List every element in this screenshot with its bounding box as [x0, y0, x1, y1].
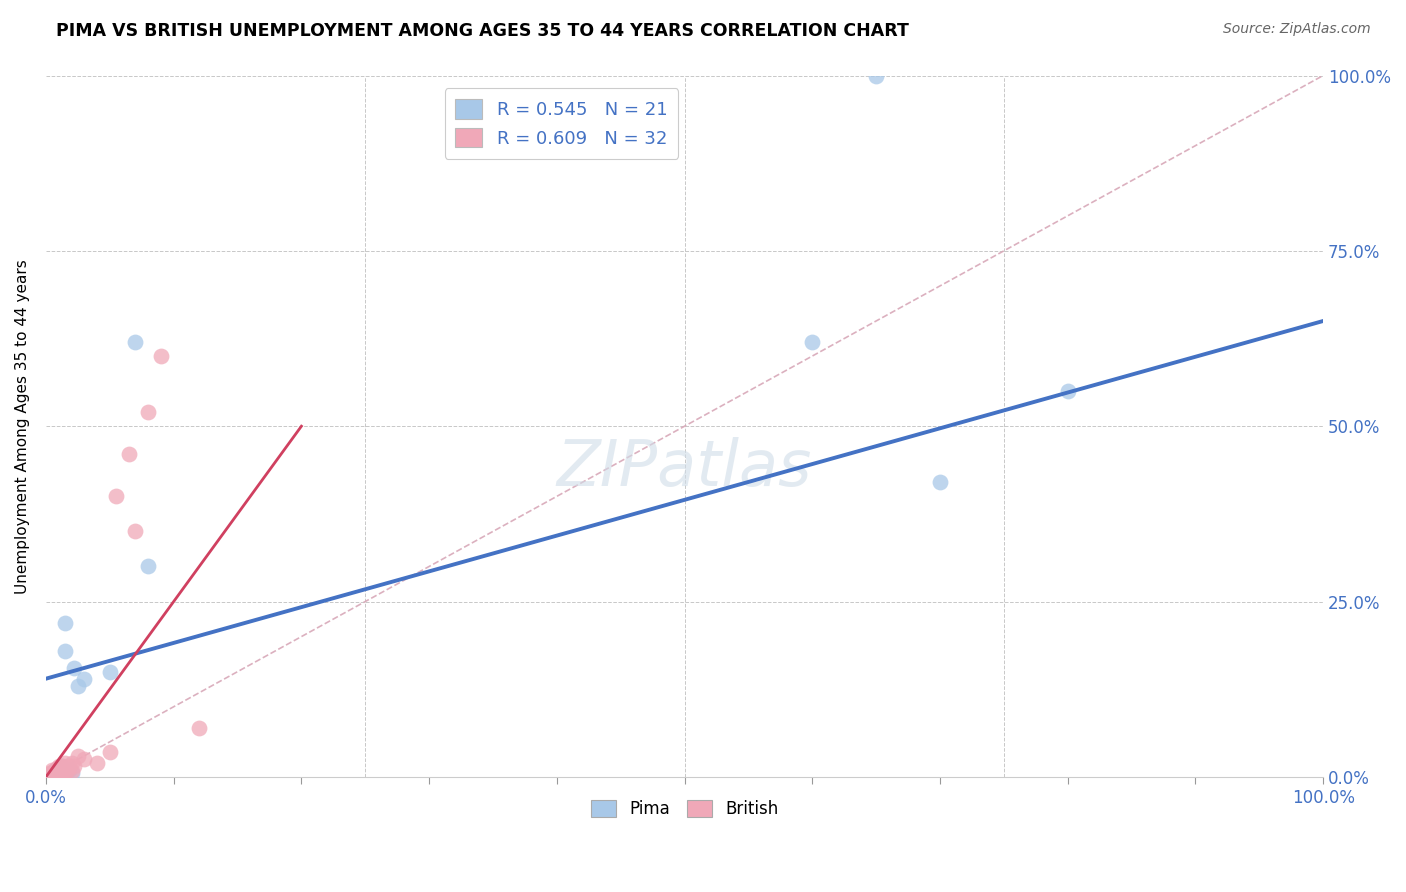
- Point: [45, 763, 67, 777]
- Point: [149, 349, 172, 363]
- Point: [105, 489, 128, 503]
- Point: [118, 447, 141, 461]
- Point: [53, 756, 76, 770]
- Point: [51, 759, 73, 773]
- Point: [58, 759, 80, 773]
- Point: [45, 766, 67, 780]
- Point: [66, 748, 89, 763]
- Point: [136, 559, 159, 574]
- Text: Source: ZipAtlas.com: Source: ZipAtlas.com: [1223, 22, 1371, 37]
- Point: [48, 761, 70, 775]
- Point: [48, 766, 70, 780]
- Point: [801, 334, 824, 349]
- Point: [60, 766, 83, 780]
- Point: [48, 759, 70, 773]
- Point: [52, 764, 75, 779]
- Point: [63, 759, 86, 773]
- Point: [52, 763, 75, 777]
- Point: [865, 69, 887, 83]
- Point: [60, 756, 83, 770]
- Point: [44, 764, 66, 779]
- Point: [98, 665, 121, 679]
- Point: [41, 764, 63, 779]
- Point: [52, 759, 75, 773]
- Point: [124, 524, 146, 539]
- Point: [188, 721, 211, 735]
- Point: [51, 766, 73, 780]
- Y-axis label: Unemployment Among Ages 35 to 44 years: Unemployment Among Ages 35 to 44 years: [15, 259, 30, 593]
- Point: [86, 756, 108, 770]
- Point: [48, 764, 70, 779]
- Point: [44, 763, 66, 777]
- Point: [60, 764, 83, 779]
- Text: ZIPatlas: ZIPatlas: [557, 437, 813, 500]
- Point: [73, 752, 96, 766]
- Point: [53, 643, 76, 657]
- Text: PIMA VS BRITISH UNEMPLOYMENT AMONG AGES 35 TO 44 YEARS CORRELATION CHART: PIMA VS BRITISH UNEMPLOYMENT AMONG AGES …: [56, 22, 910, 40]
- Point: [41, 763, 63, 777]
- Point: [66, 679, 89, 693]
- Point: [44, 766, 66, 780]
- Point: [53, 615, 76, 630]
- Point: [41, 766, 63, 780]
- Point: [51, 759, 73, 773]
- Point: [929, 475, 952, 490]
- Point: [1056, 384, 1078, 398]
- Point: [46, 761, 69, 775]
- Point: [73, 672, 96, 686]
- Point: [53, 766, 76, 780]
- Legend: Pima, British: Pima, British: [585, 793, 785, 824]
- Point: [56, 763, 79, 777]
- Point: [48, 766, 70, 780]
- Point: [38, 766, 60, 780]
- Point: [136, 405, 159, 419]
- Point: [58, 763, 80, 777]
- Point: [63, 661, 86, 675]
- Point: [45, 764, 67, 779]
- Point: [98, 745, 121, 759]
- Point: [124, 334, 146, 349]
